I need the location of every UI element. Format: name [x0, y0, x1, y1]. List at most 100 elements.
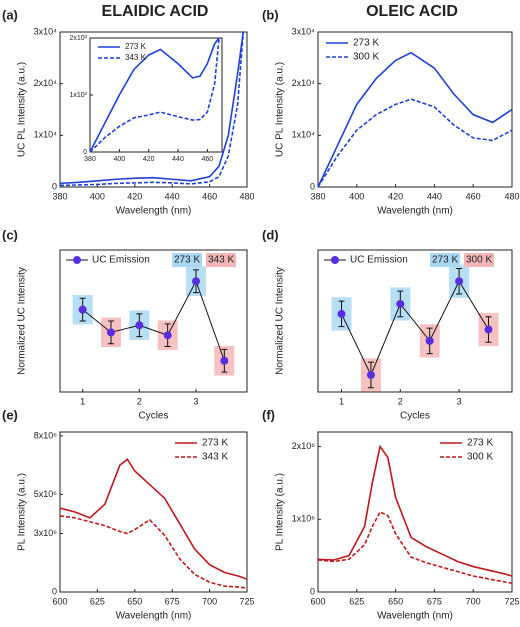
legend-marker [73, 256, 81, 264]
x-tick-label: 625 [349, 596, 364, 606]
panel-label: (d) [262, 227, 279, 242]
legend-label: 300 K [467, 452, 493, 463]
series-line [89, 37, 220, 153]
data-point [366, 370, 375, 379]
x-axis-label: Cycles [400, 411, 430, 422]
x-tick-label: 420 [127, 191, 142, 201]
x-tick-label: 725 [504, 596, 519, 606]
legend-label: 343 K [208, 255, 234, 266]
data-point [192, 277, 200, 286]
y-tick-label: 2x10⁴ [292, 78, 316, 88]
series-line [59, 31, 245, 187]
legend-swatch [172, 253, 202, 267]
x-axis-label: Wavelength (nm) [116, 611, 192, 622]
series-line [317, 444, 513, 577]
y-axis-label: Normalized UC Intensity [17, 267, 28, 375]
x-tick-label: 675 [165, 596, 180, 606]
y-tick-label: 1x10⁴ [292, 130, 316, 140]
x-axis-label: Wavelength (nm) [377, 206, 453, 217]
legend-swatch [464, 253, 494, 267]
legend-label: 273 K [174, 255, 200, 266]
x-tick-label: 420 [143, 156, 155, 163]
x-tick-label: 1 [339, 396, 344, 406]
data-point [107, 328, 115, 337]
column-header: ELAIDIC ACID [102, 3, 209, 20]
data-point [337, 309, 346, 318]
x-tick-label: 2 [398, 396, 403, 406]
data-point [425, 336, 434, 345]
series-line [59, 31, 245, 185]
panel-label: (c) [2, 227, 18, 242]
y-tick-label: 0 [52, 586, 57, 596]
x-tick-label: 1 [80, 396, 85, 406]
y-tick-label: 5x10⁶ [34, 489, 58, 499]
y-axis-label: PL Intensity (a.u.) [17, 473, 28, 551]
y-tick-label: 0 [52, 181, 57, 191]
legend-label: 273 K [125, 42, 147, 51]
plot-frame [89, 37, 223, 153]
x-tick-label: 480 [239, 191, 254, 201]
y-axis-label: Normalized UC Intensity [275, 267, 286, 375]
x-axis-label: Cycles [138, 411, 168, 422]
x-tick-label: 2 [137, 396, 142, 406]
x-tick-label: 460 [201, 156, 213, 163]
legend-swatch [206, 253, 236, 267]
series-line [89, 37, 220, 153]
plot-frame [59, 31, 248, 188]
legend-label: 273 K [353, 38, 379, 49]
x-tick-label: 650 [388, 596, 403, 606]
x-tick-label: 650 [127, 596, 142, 606]
plot-frame [317, 431, 513, 593]
y-tick-label: 0 [310, 181, 315, 191]
y-axis-label: UC PL Intensity (a.u.) [17, 62, 28, 157]
x-tick-label: 700 [466, 596, 481, 606]
x-tick-label: 3 [193, 396, 198, 406]
legend-label: 343 K [125, 53, 147, 62]
series-line [59, 458, 248, 581]
y-tick-label: 3x10⁴ [34, 26, 58, 36]
data-point [163, 331, 172, 340]
x-tick-label: 440 [172, 156, 184, 163]
x-tick-label: 440 [165, 191, 180, 201]
data-point [135, 321, 144, 330]
x-tick-label: 400 [90, 191, 105, 201]
y-tick-label: 3x10⁴ [292, 26, 316, 36]
panel-label: (b) [262, 7, 279, 22]
x-tick-label: 380 [84, 156, 96, 163]
series-line [82, 279, 225, 361]
x-tick-label: 600 [310, 596, 325, 606]
x-tick-label: 700 [202, 596, 217, 606]
legend-label: UC Emission [350, 255, 408, 266]
y-tick-label: 3x10⁶ [34, 528, 58, 538]
series-line [317, 98, 513, 188]
column-header: OLEIC ACID [366, 3, 458, 20]
legend-label: 273 K [202, 438, 228, 449]
series-line [317, 51, 513, 188]
x-tick-label: 420 [388, 191, 403, 201]
panel-label: (a) [2, 7, 18, 22]
x-tick-label: 3 [457, 396, 462, 406]
legend-label: 343 K [202, 452, 228, 463]
y-tick-label: 2x10⁴ [34, 78, 58, 88]
legend-label: UC Emission [92, 255, 150, 266]
series-line [317, 510, 513, 585]
y-axis-label: PL Intensity (a.u.) [275, 473, 286, 551]
plot-frame [59, 431, 248, 593]
legend-label: 273 K [432, 255, 458, 266]
x-axis-label: Wavelength (nm) [377, 611, 453, 622]
data-point [220, 356, 229, 365]
panel-label: (f) [262, 407, 275, 422]
x-tick-label: 380 [310, 191, 325, 201]
x-tick-label: 460 [202, 191, 217, 201]
y-tick-label: 8x10⁶ [34, 430, 58, 440]
y-tick-label: 1x10⁴ [34, 130, 58, 140]
x-tick-label: 400 [113, 156, 125, 163]
x-tick-label: 625 [90, 596, 105, 606]
legend-label: 300 K [353, 52, 379, 63]
x-tick-label: 380 [52, 191, 67, 201]
y-tick-label: 2x10³ [69, 35, 87, 42]
x-tick-label: 480 [504, 191, 519, 201]
y-tick-label: 1x10³ [69, 92, 87, 99]
plot-frame [59, 249, 248, 393]
x-tick-label: 600 [52, 596, 67, 606]
